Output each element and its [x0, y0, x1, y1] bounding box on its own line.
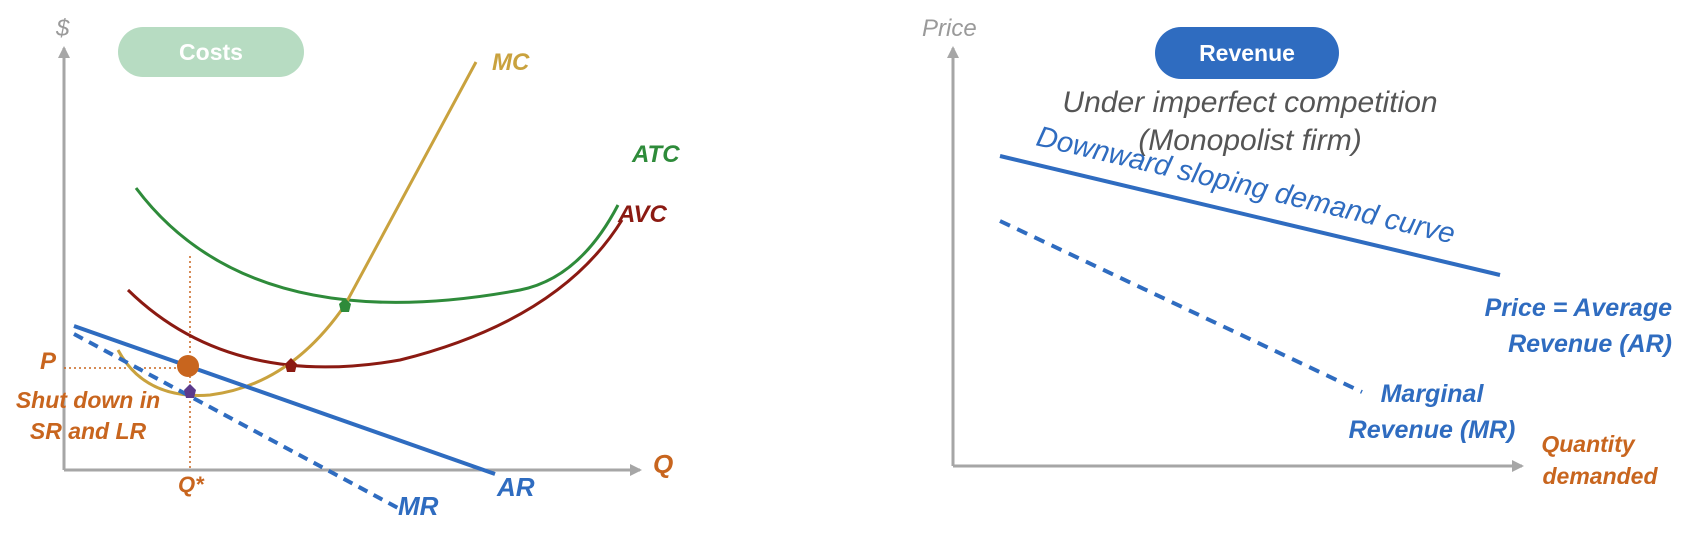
atc-curve — [134, 187, 620, 304]
quantity-label: Q* — [178, 472, 205, 497]
avc-minimum-mark — [285, 358, 297, 372]
mr-label: MR — [398, 491, 439, 521]
mr-dashed-line — [999, 219, 1363, 394]
costs-x-axis-label: Q — [653, 449, 673, 479]
revenue-title-pill — [1155, 27, 1339, 79]
ar-line — [73, 324, 496, 476]
atc-label: ATC — [631, 141, 680, 168]
mc-curve — [116, 61, 478, 397]
shutdown-note-line1: Shut down in — [16, 387, 160, 413]
quantity-demanded-line2: demanded — [1542, 463, 1658, 489]
subtitle-line1: Under imperfect competition — [1062, 86, 1437, 119]
price-label: P — [40, 348, 57, 375]
mr-line — [73, 332, 399, 510]
shutdown-note-line2: SR and LR — [30, 418, 147, 444]
costs-y-axis-label: $ — [55, 15, 70, 42]
ar-label-line1: Price = Average — [1485, 294, 1672, 322]
atc-minimum-mark — [339, 298, 351, 312]
avc-label: AVC — [617, 201, 668, 228]
mr-label-line2: Revenue (MR) — [1349, 416, 1516, 444]
revenue-panel: Revenue Price Under imperfect competitio… — [922, 15, 1672, 489]
subtitle-line2: (Monopolist firm) — [1138, 124, 1361, 157]
ar-label-line2: Revenue (AR) — [1508, 330, 1672, 358]
costs-title: Costs — [179, 39, 243, 65]
ar-label: AR — [496, 472, 535, 502]
demand-ar-line — [999, 154, 1501, 277]
revenue-title: Revenue — [1199, 40, 1295, 66]
costs-panel: Costs $ Q MC ATC AVC AR MR P Q* — [16, 15, 680, 521]
mr-label-line1: Marginal — [1381, 380, 1485, 408]
mc-label: MC — [492, 49, 530, 76]
revenue-y-axis-label: Price — [922, 15, 977, 42]
avc-curve — [126, 219, 624, 369]
profit-max-point — [177, 355, 199, 377]
quantity-demanded-line1: Quantity — [1541, 431, 1635, 457]
mr-mc-intersection-mark — [184, 384, 196, 398]
costs-title-pill — [118, 27, 304, 77]
